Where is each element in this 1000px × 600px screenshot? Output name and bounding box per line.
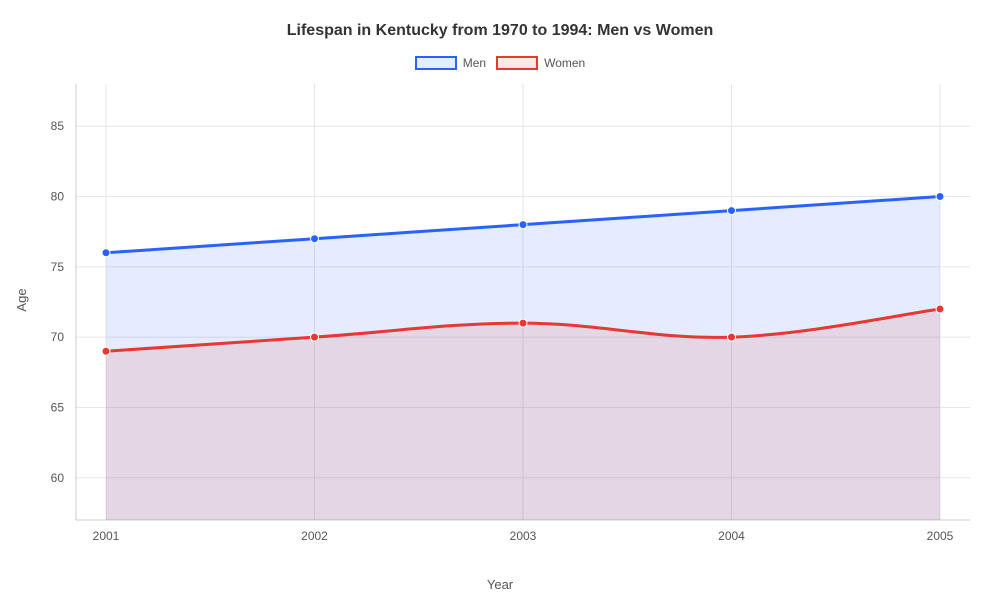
data-point[interactable] [102, 249, 110, 257]
data-point[interactable] [936, 305, 944, 313]
y-tick-label: 65 [51, 400, 65, 414]
data-point[interactable] [102, 347, 110, 355]
y-tick-label: 85 [51, 119, 65, 133]
plot-svg: 2001 2002 2003 2004 2005 60 65 70 75 80 85 [0, 0, 1000, 600]
data-point[interactable] [728, 333, 736, 341]
data-point[interactable] [311, 235, 319, 243]
x-tick-label: 2004 [718, 529, 745, 543]
data-point[interactable] [519, 319, 527, 327]
data-point[interactable] [519, 221, 527, 229]
x-tick-label: 2002 [301, 529, 328, 543]
data-point[interactable] [311, 333, 319, 341]
data-point[interactable] [936, 193, 944, 201]
y-tick-labels: 60 65 70 75 80 85 [51, 119, 65, 485]
y-tick-label: 80 [51, 190, 65, 204]
chart-container: Lifespan in Kentucky from 1970 to 1994: … [0, 0, 1000, 600]
x-tick-label: 2001 [93, 529, 120, 543]
y-tick-label: 75 [51, 260, 65, 274]
x-tick-label: 2005 [927, 529, 954, 543]
x-tick-labels: 2001 2002 2003 2004 2005 [93, 529, 954, 543]
y-tick-label: 60 [51, 471, 65, 485]
data-point[interactable] [728, 207, 736, 215]
x-tick-label: 2003 [510, 529, 537, 543]
y-tick-label: 70 [51, 330, 65, 344]
